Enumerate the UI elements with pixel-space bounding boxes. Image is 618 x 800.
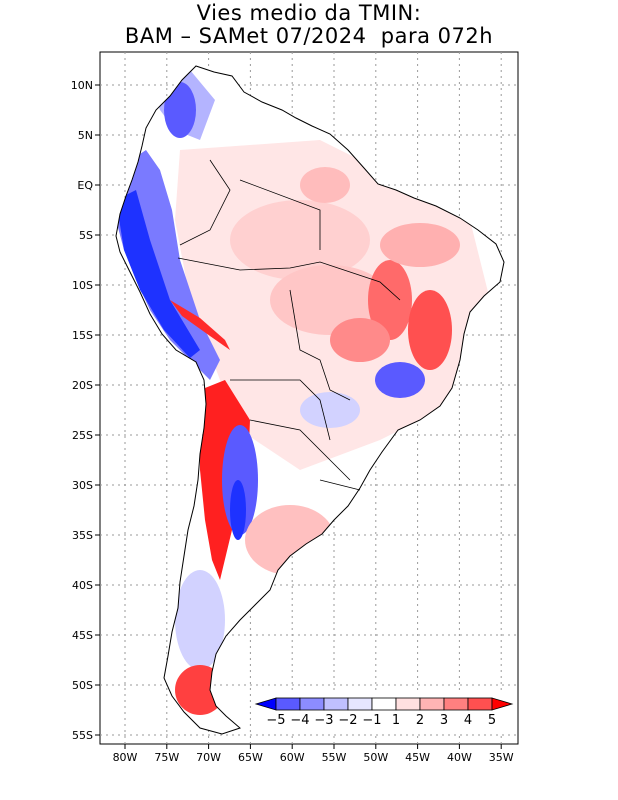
axis-ticks: 80W 75W 70W 65W 60W 55W 50W 45W 40W 35W 10N 5N EQ 5S 1… xyxy=(71,79,514,764)
colorbar-swatch xyxy=(467,697,493,711)
lon-tick-label: 75W xyxy=(154,751,179,764)
colorbar-label: 1 xyxy=(392,713,400,728)
lon-tick-label: 80W xyxy=(113,751,138,764)
lat-tick-label: 55S xyxy=(72,729,93,742)
lat-tick-label: 35S xyxy=(72,529,93,542)
lon-tick-label: 55W xyxy=(322,751,347,764)
colorbar-label: −1 xyxy=(362,713,381,728)
lat-tick-label: 15S xyxy=(72,329,93,342)
cold-strong-peru-coast xyxy=(116,190,200,358)
colorbar: −5 −4 −3 −2 −1 1 2 3 4 5 xyxy=(252,694,514,732)
cold-strong-argentina xyxy=(230,480,246,540)
colorbar-label: −3 xyxy=(314,713,333,728)
lat-tick-label: 10N xyxy=(71,79,93,92)
lat-tick-label: 40S xyxy=(72,579,93,592)
lat-tick-label: 10S xyxy=(72,279,93,292)
colorbar-label: 5 xyxy=(488,713,496,728)
lat-tick-label: 5N xyxy=(78,129,93,142)
colorbar-label: −2 xyxy=(338,713,357,728)
lat-tick-label: 5S xyxy=(79,229,93,242)
colorbar-label: −5 xyxy=(266,713,285,728)
colorbar-swatch xyxy=(443,697,469,711)
lon-tick-label: 35W xyxy=(489,751,514,764)
country-borders xyxy=(177,159,401,491)
cold-colombia-strong xyxy=(164,82,196,138)
lon-tick-label: 70W xyxy=(196,751,221,764)
lon-tick-label: 45W xyxy=(405,751,430,764)
lat-tick-label: 20S xyxy=(72,379,93,392)
lon-tick-label: 40W xyxy=(447,751,472,764)
lon-tick-label: 50W xyxy=(363,751,388,764)
warm-amazon-region xyxy=(230,200,370,280)
map-title: Vies medio da TMIN: BAM – SAMet 07/2024 … xyxy=(0,2,618,48)
lat-tick-label: 45S xyxy=(72,629,93,642)
colorbar-arrow-right xyxy=(491,697,514,711)
cold-paraguay-light xyxy=(300,392,360,428)
warm-peru-streak xyxy=(170,300,230,350)
colorbar-swatch xyxy=(371,697,397,711)
colorbar-label: 3 xyxy=(440,713,448,728)
colorbar-swatch xyxy=(419,697,445,711)
warm-northeast-region xyxy=(380,223,460,267)
warm-strong-cerrado-1 xyxy=(368,260,412,340)
colorbar-swatch xyxy=(395,697,421,711)
cold-southeast-brazil xyxy=(375,362,425,398)
lat-tick-label: 25S xyxy=(72,429,93,442)
lon-tick-label: 65W xyxy=(238,751,263,764)
lat-tick-label: 50S xyxy=(72,679,93,692)
colorbar-swatch xyxy=(299,697,325,711)
title-line-1: Vies medio da TMIN: xyxy=(196,1,422,25)
colorbar-label: 4 xyxy=(464,713,472,728)
warm-strong-cerrado-2 xyxy=(408,290,452,370)
cold-patagonia-andes xyxy=(175,570,225,670)
warm-central-region xyxy=(270,265,390,335)
lat-tick-label: 30S xyxy=(72,479,93,492)
lat-tick-label: EQ xyxy=(77,179,93,192)
colorbar-swatch xyxy=(347,697,373,711)
colorbar-label: −4 xyxy=(290,713,309,728)
colorbar-swatch xyxy=(323,697,349,711)
colorbar-swatch xyxy=(275,697,301,711)
title-line-2: BAM – SAMet 07/2024 para 072h xyxy=(124,24,494,48)
colorbar-label: 2 xyxy=(416,713,424,728)
warm-guiana-region xyxy=(300,167,350,203)
warm-mid-mato-grosso xyxy=(330,318,390,362)
lon-tick-label: 60W xyxy=(280,751,305,764)
